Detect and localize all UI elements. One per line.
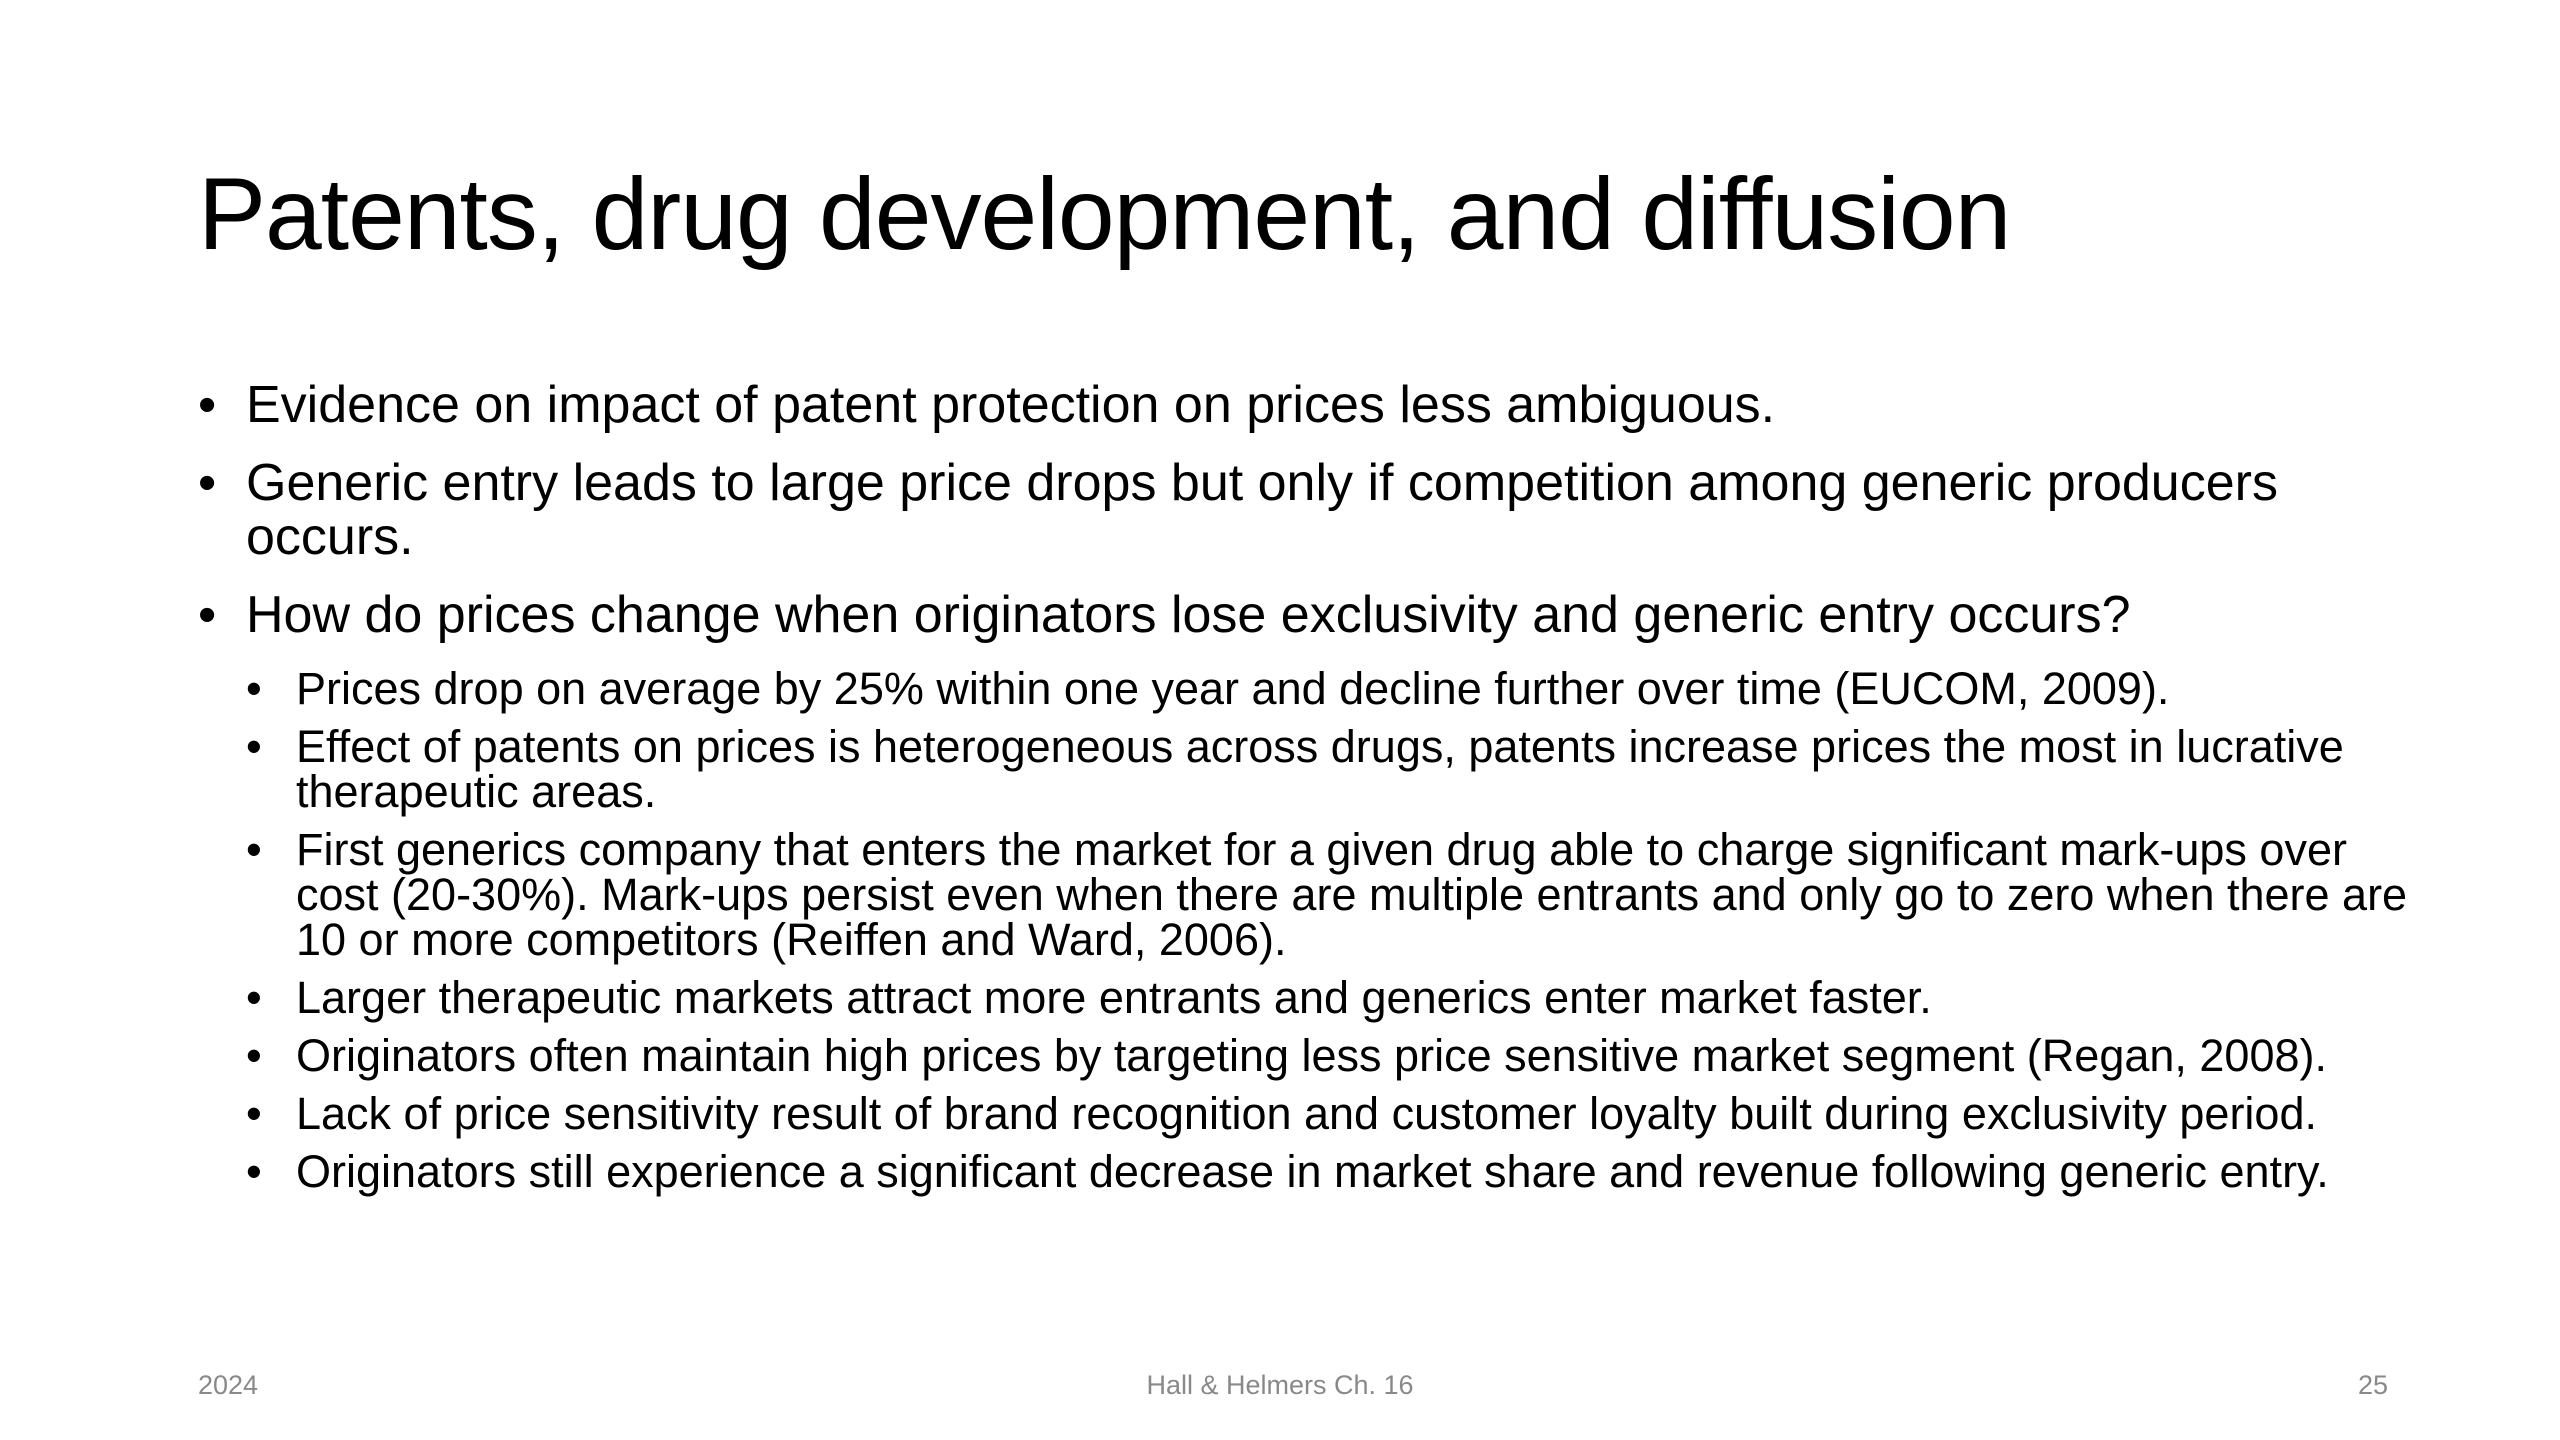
bullet-icon: • <box>198 376 217 434</box>
sub-bullet-icon: • <box>246 824 262 875</box>
bullet-item: • Evidence on impact of patent protectio… <box>198 378 2438 432</box>
bullet-icon: • <box>198 586 217 644</box>
sub-bullet-icon: • <box>246 721 262 772</box>
bullet-item: • How do prices change when originators … <box>198 588 2438 642</box>
slide-number: 25 <box>2357 1370 2388 1400</box>
footer-date: 2024 <box>198 1370 259 1400</box>
sub-bullet-text: Originators often maintain high prices b… <box>296 1030 2327 1081</box>
sub-bullet-text: Effect of patents on prices is heterogen… <box>296 721 2344 817</box>
sub-bullet-item: • Lack of price sensitivity result of br… <box>246 1091 2438 1136</box>
footer-source: Hall & Helmers Ch. 16 <box>1146 1370 1414 1400</box>
sub-bullet-icon: • <box>246 1030 262 1081</box>
bullet-text: How do prices change when originators lo… <box>246 586 2131 644</box>
slide-content: • Evidence on impact of patent protectio… <box>198 378 2438 1207</box>
bullet-list: • Evidence on impact of patent protectio… <box>198 378 2438 642</box>
sub-bullet-icon: • <box>246 972 262 1023</box>
sub-bullet-item: • Effect of patents on prices is heterog… <box>246 724 2438 814</box>
sub-bullet-icon: • <box>246 663 262 714</box>
bullet-text: Evidence on impact of patent protection … <box>246 376 1776 434</box>
sub-bullet-item: • Originators still experience a signifi… <box>246 1149 2438 1194</box>
sub-bullet-icon: • <box>246 1088 262 1139</box>
sub-bullet-list: • Prices drop on average by 25% within o… <box>198 666 2438 1194</box>
bullet-icon: • <box>198 454 217 512</box>
sub-bullet-item: • Larger therapeutic markets attract mor… <box>246 975 2438 1020</box>
bullet-item: • Generic entry leads to large price dro… <box>198 456 2438 564</box>
sub-bullet-text: Prices drop on average by 25% within one… <box>296 663 2170 714</box>
sub-bullet-text: Lack of price sensitivity result of bran… <box>296 1088 2317 1139</box>
sub-bullet-item: • Prices drop on average by 25% within o… <box>246 666 2438 711</box>
sub-bullet-item: • First generics company that enters the… <box>246 827 2438 962</box>
sub-bullet-text: First generics company that enters the m… <box>296 824 2408 965</box>
sub-bullet-text: Originators still experience a significa… <box>296 1146 2329 1197</box>
sub-bullet-item: • Originators often maintain high prices… <box>246 1033 2438 1078</box>
slide-title: Patents, drug development, and diffusion <box>198 157 2011 271</box>
bullet-text: Generic entry leads to large price drops… <box>246 454 2278 566</box>
sub-bullet-text: Larger therapeutic markets attract more … <box>296 972 1932 1023</box>
sub-bullet-icon: • <box>246 1146 262 1197</box>
